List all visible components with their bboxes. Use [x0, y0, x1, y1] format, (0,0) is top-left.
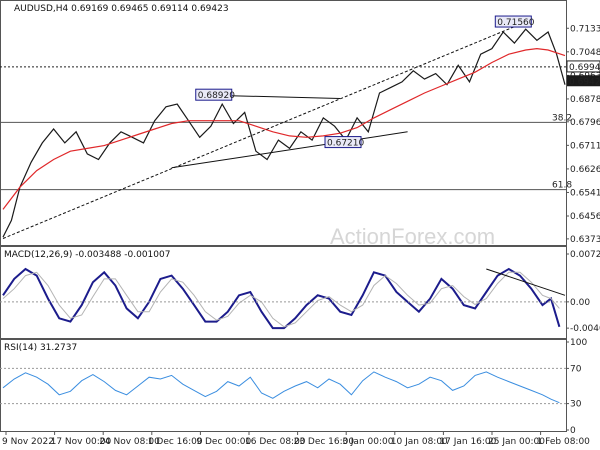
price-title: AUDUSD,H4 0.69169 0.69465 0.69114 0.6942…: [14, 4, 229, 14]
x-tick-label: 25 Jan 00:00: [488, 437, 545, 447]
y-tick-label: 0: [570, 426, 576, 436]
x-tick-label: 24 Nov 08:00: [99, 437, 160, 447]
x-tick-label: 17 Nov 00:00: [51, 437, 112, 447]
x-tick-label: 10 Jan 08:00: [391, 437, 448, 447]
watermark: ActionForex.com: [330, 224, 495, 249]
y-tick-label: 30: [570, 400, 582, 410]
x-tick-label: 9 Dec 00:00: [196, 437, 251, 447]
x-tick-label: 1 Feb 08:00: [537, 437, 591, 447]
y-tick-label: 0.63735: [570, 235, 600, 245]
level-tag: [566, 60, 600, 73]
y-tick-label: 0.70485: [570, 48, 600, 58]
x-tick-label: 17 Jan 16:00: [439, 437, 496, 447]
trend-line: [210, 94, 341, 99]
price-annotation-label: 0.67210: [327, 139, 364, 149]
price-line: [2, 28, 566, 238]
macd-layer: [0, 267, 566, 330]
trend-line: [171, 131, 408, 169]
price-annotation-box: [494, 15, 532, 28]
ma-line: [2, 47, 566, 210]
price-annotation-box: [195, 88, 233, 101]
rsi-title: RSI(14) 31.2737: [4, 343, 77, 353]
rsi-layer: [0, 367, 566, 405]
y-tick-label: 70: [570, 364, 582, 374]
fib-level-label: 38.2: [552, 113, 572, 123]
price-annotation-label: 0.68920: [198, 91, 235, 101]
axis-layer: 0.713350.704850.696350.687850.679600.671…: [2, 24, 600, 447]
trend-line: [2, 21, 526, 239]
x-tick-label: 16 Dec 08:00: [245, 437, 306, 447]
y-tick-label: 0.68785: [570, 95, 600, 105]
last-price-label: 0.69423: [569, 77, 600, 87]
price-layer: 38.2 61.8 0.71560 0.68920 0.67210: [0, 15, 572, 239]
y-tick-label: 0.71335: [570, 24, 600, 34]
y-tick-label: 0.00: [570, 298, 590, 308]
x-tick-label: 9 Nov 2022: [2, 437, 54, 447]
macd-panel-frame: [0, 246, 567, 339]
rsi-panel-frame: [0, 339, 567, 432]
last-price-tag: [567, 75, 600, 87]
fib-level-label: 61.8: [552, 181, 572, 191]
x-tick-label: 1 Dec 16:00: [148, 437, 203, 447]
price-annotation-box: [324, 136, 362, 149]
y-tick-label: 0.007291: [570, 250, 600, 260]
trend-line: [486, 268, 566, 296]
macd-title: MACD(12,26,9) -0.003488 -0.001007: [4, 250, 170, 260]
rsi-line: [2, 371, 560, 404]
price-panel-frame: [0, 0, 567, 246]
y-tick-label: -0.004001: [570, 324, 600, 334]
signal-line: [2, 271, 560, 328]
price-annotation-label: 0.71560: [497, 18, 534, 28]
x-tick-label: 3 Jan 00:00: [342, 437, 394, 447]
y-tick-label: 100: [570, 338, 587, 348]
macd-line: [2, 267, 561, 330]
x-tick-label: 23 Dec 16:00: [294, 437, 355, 447]
